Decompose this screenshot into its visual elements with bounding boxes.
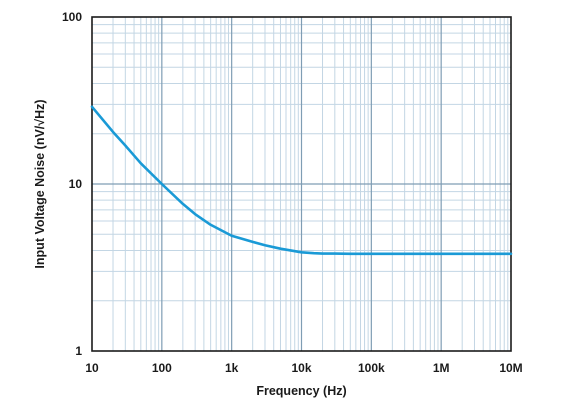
y-axis-title: Input Voltage Noise (nV/√Hz) [33, 99, 47, 268]
y-tick-label: 100 [62, 10, 82, 24]
x-tick-label: 10M [499, 361, 522, 375]
series-layer [90, 105, 513, 256]
noise-series-line [90, 105, 513, 256]
x-tick-label: 10 [85, 361, 99, 375]
y-tick-label: 10 [69, 177, 83, 191]
x-tick-label: 10k [291, 361, 311, 375]
y-tick-label: 1 [75, 344, 82, 358]
x-tick-labels: 10 100 1k 10k 100k 1M 10M [85, 361, 522, 375]
x-axis-title: Frequency (Hz) [256, 384, 346, 398]
x-tick-label: 1M [433, 361, 450, 375]
y-tick-labels: 1 10 100 [62, 10, 82, 358]
x-tick-label: 100 [152, 361, 172, 375]
plot-frame [91, 16, 512, 352]
x-tick-label: 100k [358, 361, 385, 375]
x-tick-label: 1k [225, 361, 239, 375]
